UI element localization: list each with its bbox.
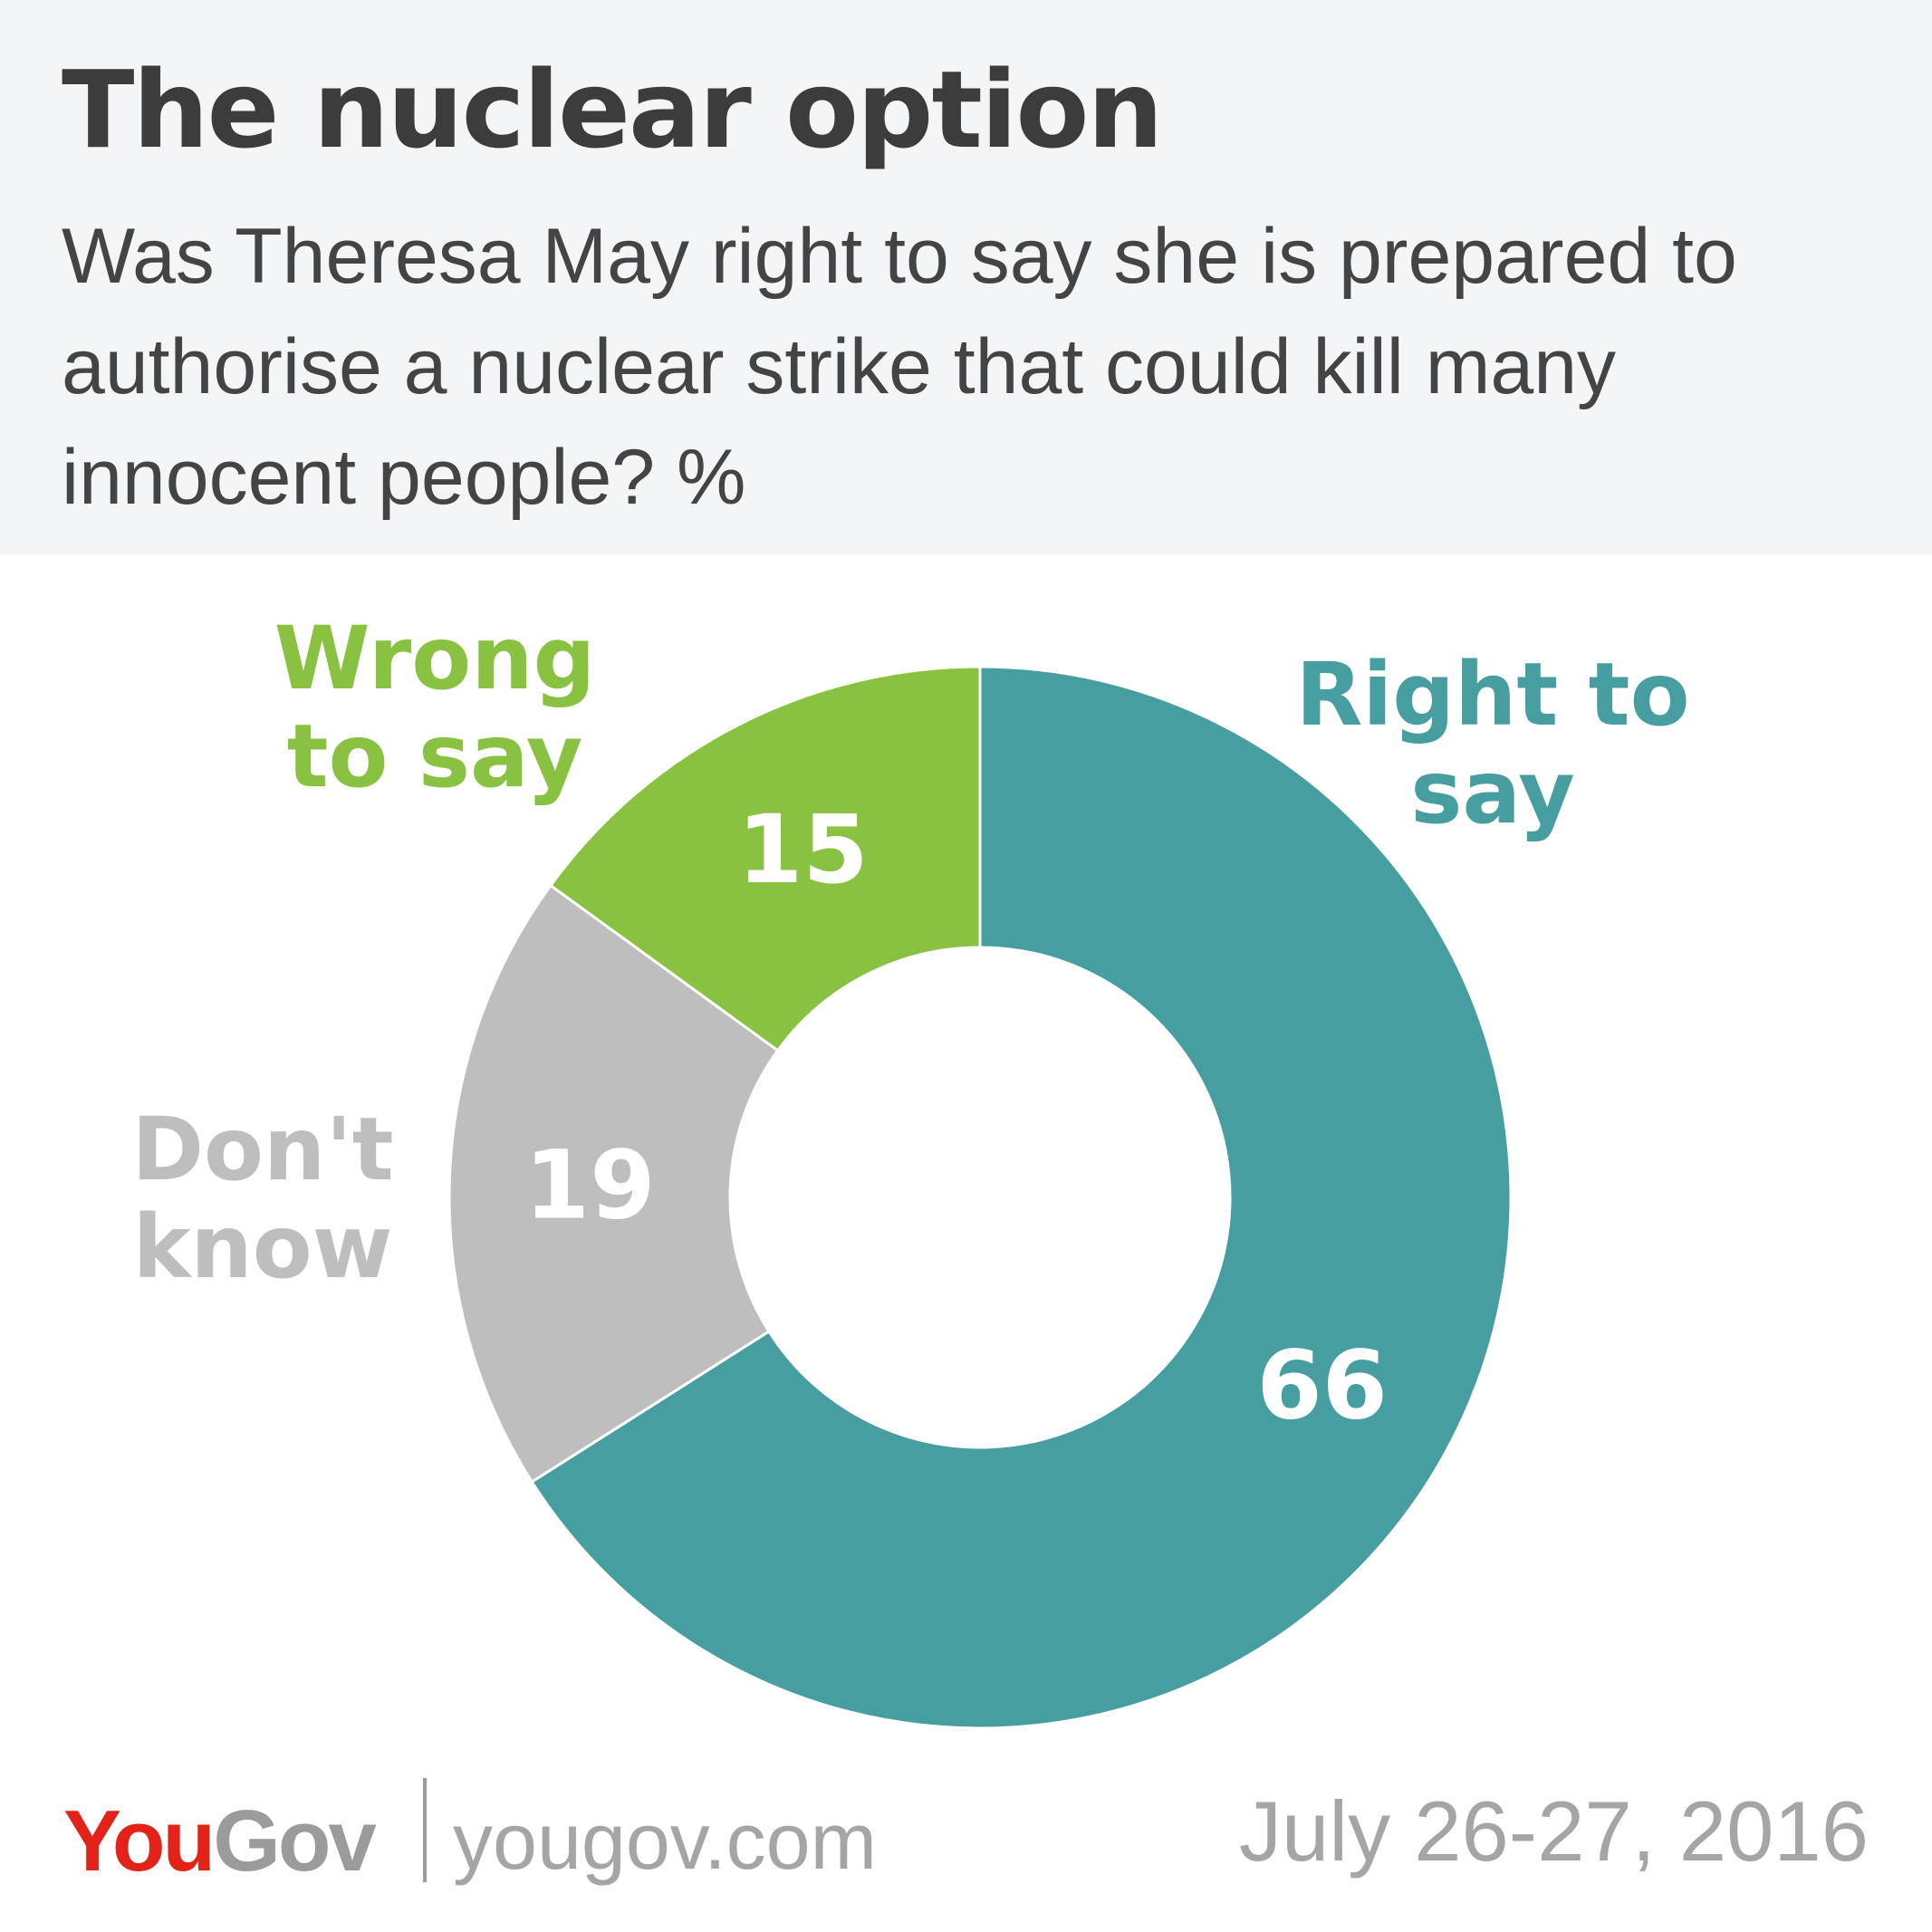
category-label-line: Right to <box>1295 644 1689 745</box>
category-label-line: say <box>1410 742 1575 843</box>
category-label-right-to-say: Right to say <box>1295 644 1689 843</box>
header-band: The nuclear option Was Theresa May right… <box>0 0 1932 554</box>
value-label-right-to-say: 66 <box>1256 1331 1388 1441</box>
footer-date: July 26-27, 2016 <box>1238 1783 1869 1879</box>
chart-title: The nuclear option <box>62 47 1163 172</box>
logo-you-text: You <box>63 1793 216 1889</box>
category-label-line: Wrong <box>274 608 596 709</box>
yougov-logo: YouGov <box>63 1792 377 1891</box>
value-label-wrong-to-say: 15 <box>737 794 869 905</box>
category-label-don-t-know: Don't know <box>131 1099 393 1298</box>
category-label-line: to say <box>287 706 583 807</box>
logo-gov-text: Gov <box>213 1793 377 1889</box>
slice-don-t-know <box>447 883 780 1485</box>
chart-subtitle: Was Theresa May right to say she is prep… <box>62 213 1737 521</box>
donut-chart: 66 Right to say 19 Don't know 15 Wrong to say <box>131 608 1690 1730</box>
category-label-line: know <box>133 1197 393 1298</box>
category-label-line: Don't <box>131 1099 393 1200</box>
value-label-don-t-know: 19 <box>524 1129 656 1240</box>
slice-wrong-to-say <box>548 665 982 1053</box>
slice-right-to-say <box>530 665 1513 1730</box>
footer-divider <box>423 1778 427 1882</box>
footer-site-link[interactable]: yougov.com <box>453 1796 877 1886</box>
category-label-wrong-to-say: Wrong to say <box>274 608 596 807</box>
